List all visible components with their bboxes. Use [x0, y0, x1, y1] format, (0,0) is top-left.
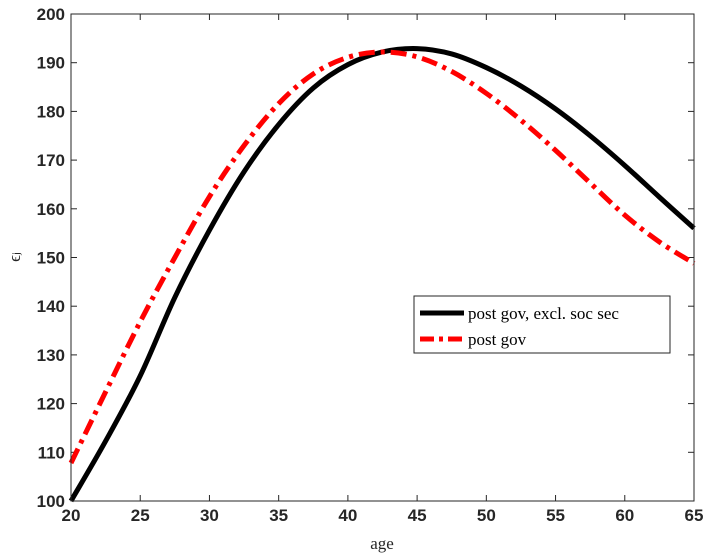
- y-tick-label-100: 100: [37, 492, 65, 511]
- legend: post gov, excl. soc sec post gov: [413, 295, 671, 354]
- y-tick-label-120: 120: [37, 395, 65, 414]
- y-tick-label-160: 160: [37, 200, 65, 219]
- y-tick-label-130: 130: [37, 346, 65, 365]
- plot-frame: [70, 13, 695, 502]
- y-tick-label-200: 200: [37, 5, 65, 24]
- x-tick-label-35: 35: [269, 506, 288, 525]
- y-tick-label-140: 140: [37, 297, 65, 316]
- x-tick-label-30: 30: [200, 506, 219, 525]
- y-tick-label-180: 180: [37, 102, 65, 121]
- x-tick-label-65: 65: [685, 506, 704, 525]
- plot-area: [71, 14, 694, 501]
- x-tick-label-55: 55: [546, 506, 565, 525]
- y-axis-label: ϵⱼ: [5, 252, 24, 262]
- x-tick-labels: 20 25 30 35 40 45 50 55 60 65: [62, 506, 704, 525]
- x-tick-label-60: 60: [615, 506, 634, 525]
- x-tick-label-25: 25: [131, 506, 150, 525]
- legend-label-post-gov: post gov: [468, 330, 527, 349]
- x-tick-label-20: 20: [62, 506, 81, 525]
- y-tick-label-190: 190: [37, 54, 65, 73]
- x-tick-label-45: 45: [408, 506, 427, 525]
- y-tick-labels: 100 110 120 130 140 150 160 170 180 190 200: [37, 5, 65, 511]
- x-axis-label: age: [370, 534, 394, 553]
- y-tick-label-170: 170: [37, 151, 65, 170]
- x-tick-label-50: 50: [477, 506, 496, 525]
- series-lines: [68, 46, 696, 503]
- y-tick-label-150: 150: [37, 249, 65, 268]
- y-tick-label-110: 110: [38, 443, 65, 462]
- x-tick-label-40: 40: [338, 506, 357, 525]
- legend-label-post-gov-excl-soc-sec: post gov, excl. soc sec: [468, 304, 619, 323]
- legend-box: [413, 295, 671, 354]
